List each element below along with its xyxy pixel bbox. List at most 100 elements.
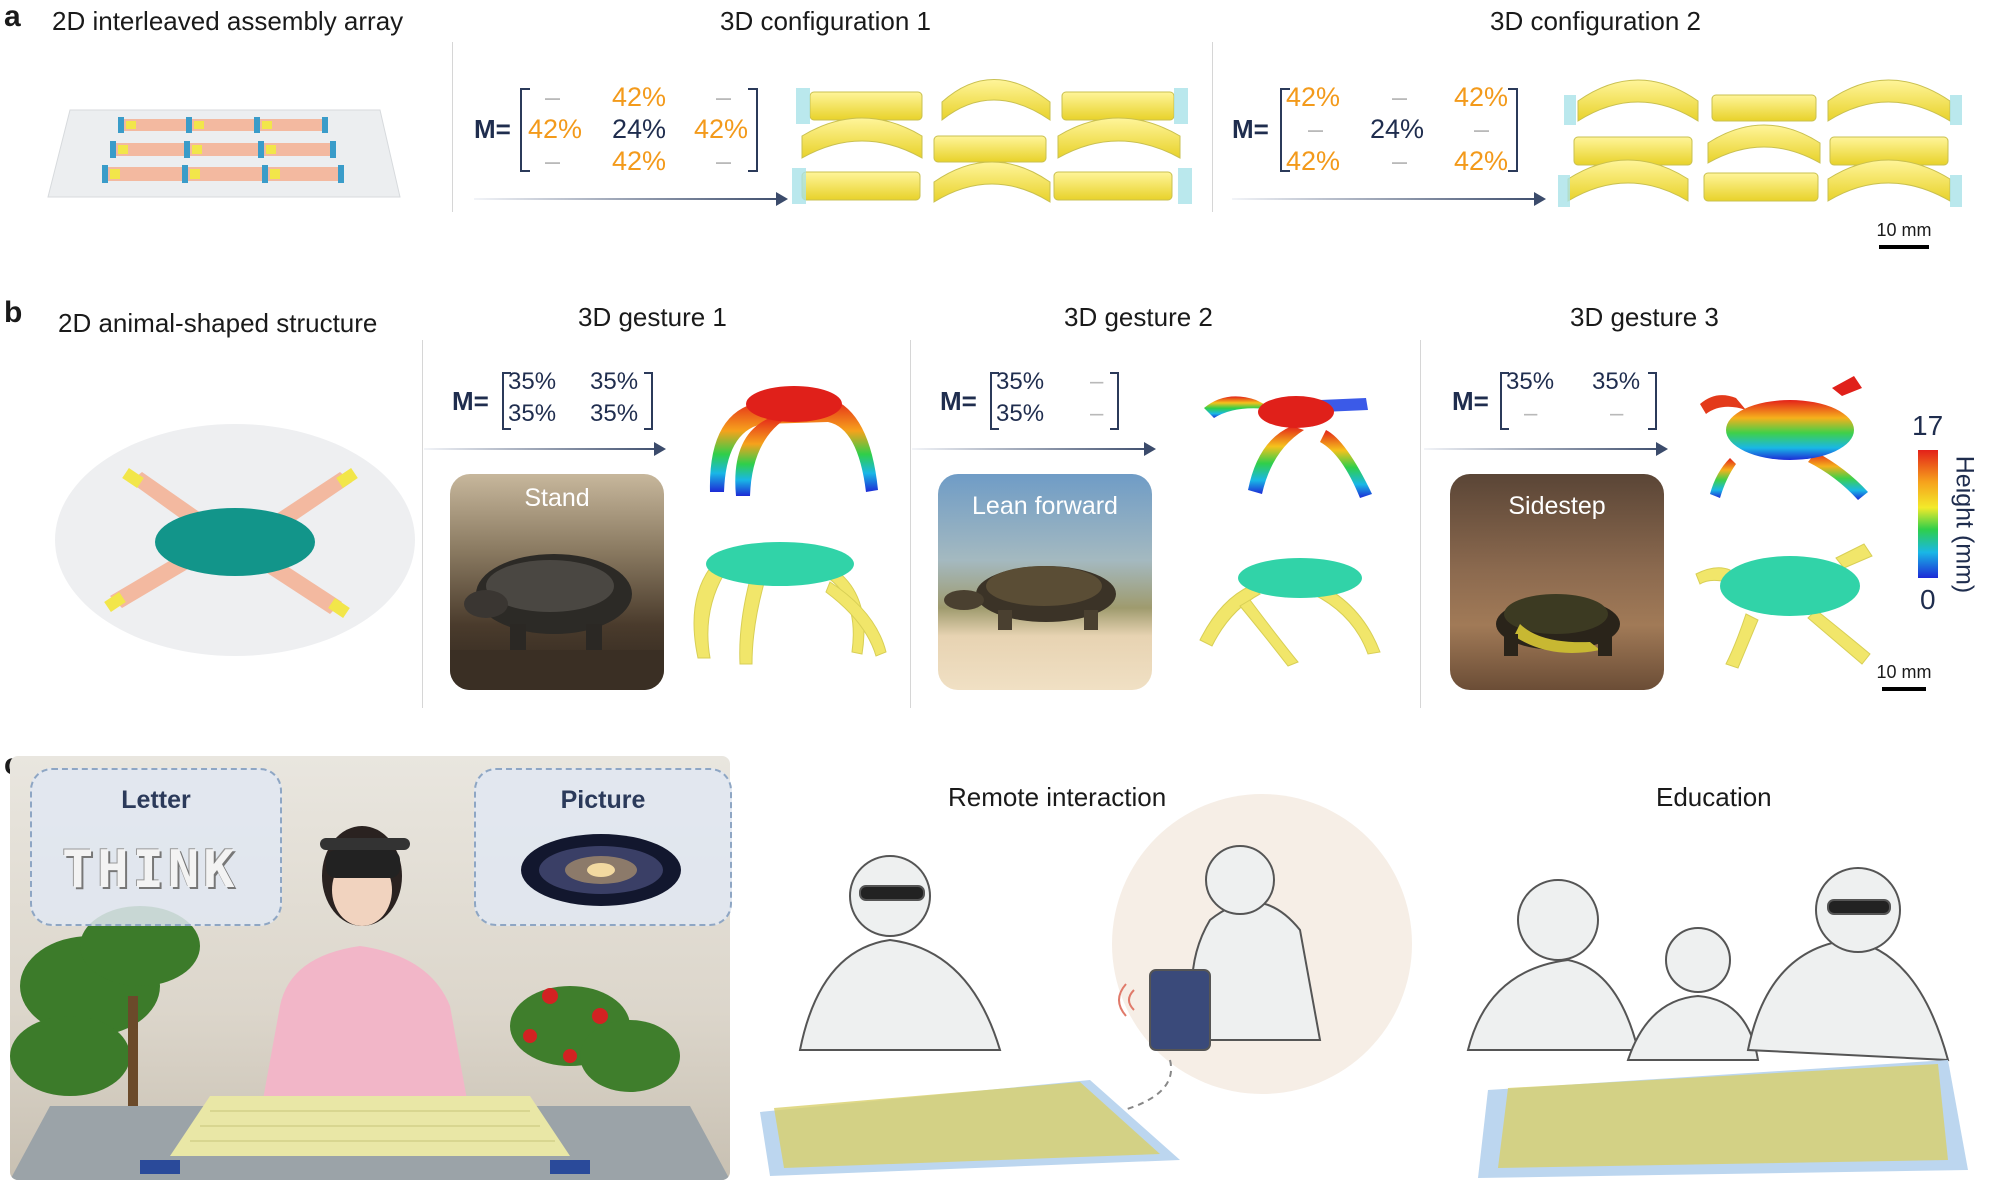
- gesture3-left-bracket: [1500, 372, 1509, 430]
- education-illustration: [1466, 867, 1968, 1178]
- config2-cell-12: –: [1392, 82, 1408, 112]
- plant-left: [10, 906, 200, 1136]
- config2-cell-31: 42%: [1286, 146, 1341, 176]
- gesture1-right-bracket: [644, 372, 653, 430]
- config1-photo: [792, 79, 1192, 204]
- config2-cell-13: 42%: [1454, 82, 1509, 112]
- config2-arrow: [1232, 192, 1546, 206]
- gesture2-cell-12: –: [1090, 368, 1104, 395]
- gesture1-cell-21: 35%: [508, 400, 557, 427]
- panel-a-config2-title: 3D configuration 2: [1490, 6, 1702, 36]
- config2-cell-33: 42%: [1454, 146, 1509, 176]
- remote-interaction-illustration: [760, 845, 1322, 1176]
- gesture2-3d-photo: [1199, 558, 1381, 667]
- array-strips: [102, 117, 344, 183]
- panel-a-divider-2: [1212, 42, 1213, 212]
- gesture3-cell-11: 35%: [1506, 368, 1555, 395]
- panel-b-divider-1: [422, 340, 423, 708]
- remote-link-line: [1099, 1059, 1173, 1117]
- student-middle: [1626, 927, 1760, 1061]
- config2-strips: [1567, 79, 1951, 202]
- turtle-standing-shape: [450, 554, 664, 690]
- gesture3-arrow: [1424, 442, 1668, 456]
- gesture2-m-label: M=: [940, 386, 977, 416]
- gesture1-arrow: [424, 442, 666, 456]
- gesture3-cell-21: –: [1524, 400, 1538, 427]
- config1-cell-32: 42%: [612, 146, 667, 176]
- height-colorbar-label: Height (mm): [1950, 455, 1979, 594]
- gesture2-right-bracket: [1110, 372, 1119, 430]
- config1-left-bracket: [520, 88, 530, 172]
- panel-a-letter: a: [4, 0, 21, 33]
- config1-cell-12: 42%: [612, 82, 667, 112]
- config1-cell-31: –: [545, 146, 561, 176]
- panel-b-scale-bar: 10 mm: [1866, 662, 1942, 691]
- letter-bubble-text: THINK: [62, 840, 239, 900]
- vr-scene: [10, 826, 730, 1180]
- config1-cell-21: 42%: [528, 114, 583, 144]
- turtle-leaning-shape: [944, 566, 1116, 630]
- panel-a-scale-bar: 10 mm: [1866, 220, 1942, 249]
- config2-cell-11: 42%: [1286, 82, 1341, 112]
- gesture1-m-label: M=: [452, 386, 489, 416]
- panel-a-scale-line: [1879, 245, 1929, 249]
- panel-b-scale-line: [1882, 687, 1926, 691]
- gesture1-left-bracket: [502, 372, 511, 430]
- letter-bubble: Letter THINK: [30, 768, 282, 926]
- config2-photo: [1558, 79, 1962, 207]
- height-colorbar-max: 17: [1912, 410, 1944, 441]
- config1-cell-11: –: [545, 82, 561, 112]
- height-colorbar-min: 0: [1920, 584, 1936, 615]
- gesture3-photo-label: Sidestep: [1508, 492, 1606, 520]
- turtle-sidestep-shape: [1496, 594, 1620, 656]
- student-left: [1466, 879, 1640, 1051]
- gesture1-title: 3D gesture 1: [578, 302, 727, 332]
- panel-b-2d-title: 2D animal-shaped structure: [58, 308, 378, 338]
- panel-a-2d-title: 2D interleaved assembly array: [52, 6, 404, 36]
- animal-shaped-illustration: [55, 424, 415, 656]
- interleaved-array-illustration: [47, 109, 401, 198]
- config1-cell-33: –: [716, 146, 732, 176]
- gesture2-title: 3D gesture 2: [1064, 302, 1213, 332]
- panel-b-scale-label: 10 mm: [1876, 662, 1932, 682]
- picture-bubble: Picture: [474, 768, 732, 926]
- config1-m-label: M=: [474, 114, 511, 144]
- plant-right: [510, 986, 680, 1092]
- remote-interaction-title: Remote interaction: [948, 782, 1167, 812]
- gesture2-cell-21: 35%: [996, 400, 1045, 427]
- galaxy-icon: [521, 834, 681, 906]
- gesture1-cell-22: 35%: [590, 400, 639, 427]
- gesture3-cell-12: 35%: [1592, 368, 1641, 395]
- panel-b-divider-2: [910, 340, 911, 708]
- remote-user: [1149, 845, 1322, 1051]
- panel-b-divider-3: [1420, 340, 1421, 708]
- panel-a-divider-1: [452, 42, 453, 212]
- picture-bubble-label: Picture: [560, 786, 646, 814]
- config2-cell-22: 24%: [1370, 114, 1425, 144]
- gesture2-left-bracket: [990, 372, 999, 430]
- gesture3-cell-22: –: [1610, 400, 1624, 427]
- gesture1-cell-12: 35%: [590, 368, 639, 395]
- config1-strips: [801, 79, 1181, 203]
- education-tactile-grid: [1478, 1060, 1968, 1178]
- gesture2-turtle-photo: Lean forward: [938, 474, 1152, 690]
- animal-body-disk: [155, 508, 315, 576]
- config1-cell-22: 24%: [612, 114, 667, 144]
- gesture3-title: 3D gesture 3: [1570, 302, 1719, 332]
- gesture2-cell-22: –: [1090, 400, 1104, 427]
- gesture1-3d-photo: [693, 542, 887, 665]
- gesture3-3d-photo: [1695, 543, 1873, 669]
- tactile-grid: [760, 1080, 1180, 1176]
- height-colorbar: [1918, 450, 1938, 578]
- config1-arrow: [474, 192, 788, 206]
- config2-right-bracket: [1508, 88, 1518, 172]
- display-table: [10, 1096, 730, 1180]
- letter-bubble-label: Letter: [121, 786, 191, 814]
- education-title: Education: [1656, 782, 1772, 812]
- gesture2-photo-label: Lean forward: [972, 492, 1118, 520]
- gesture2-arrow: [912, 442, 1156, 456]
- gesture1-cell-11: 35%: [508, 368, 557, 395]
- gesture1-photo-label: Stand: [524, 484, 590, 512]
- teacher-right: [1746, 867, 1950, 1062]
- gesture3-m-label: M=: [1452, 386, 1489, 416]
